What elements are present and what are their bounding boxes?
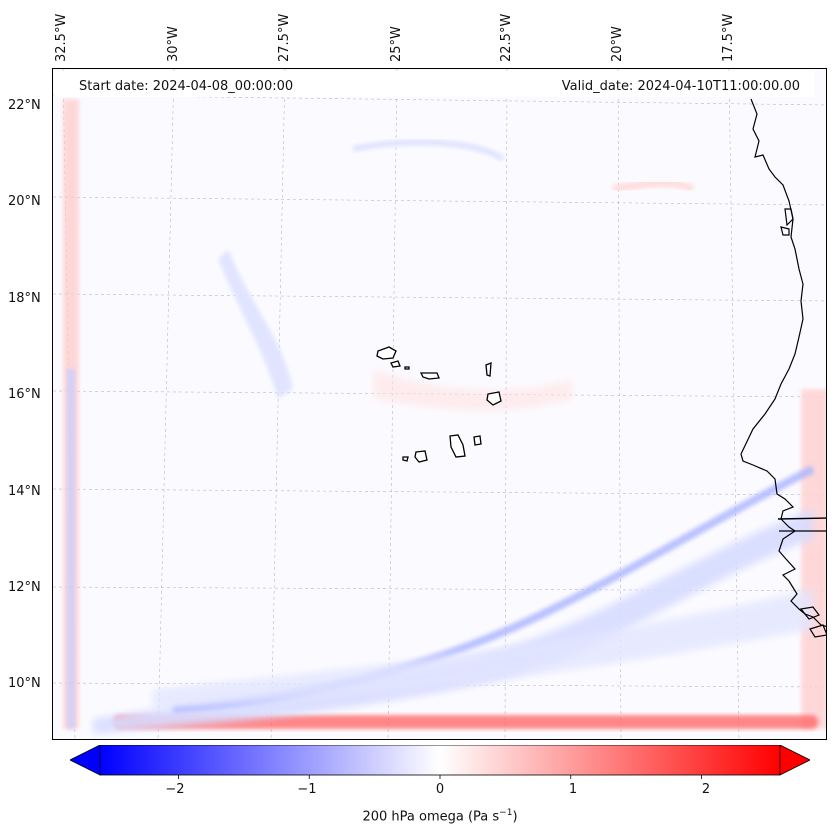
colorbar-label-sup: −1 [499, 808, 513, 818]
lat-label-18n: 18°N [8, 291, 41, 306]
colorbar-label: 200 hPa omega (Pa s−1) [0, 808, 837, 824]
island-maio [473, 435, 482, 446]
lat-label-16n: 16°N [8, 387, 41, 402]
lon-label-30w: 30°W [166, 26, 181, 62]
colorbar-label-end: ) [512, 809, 518, 825]
island-boa-vista [486, 391, 502, 406]
colorbar-extend-high [779, 745, 810, 776]
cape-verde-islands [376, 346, 502, 463]
valid-date-label: Valid_date: 2024-04-10T11:00:00.00 [561, 79, 800, 94]
west-africa-coastline [740, 98, 826, 638]
island-fogo [414, 450, 428, 463]
colorbar-tick-neg2: −2 [165, 782, 185, 797]
map-panel: Start date: 2024-04-08_00:00:00 Valid_da… [52, 68, 827, 740]
colorbar-tick-neg1: −1 [297, 782, 317, 797]
island-sao-nicolau [419, 372, 440, 380]
lon-label-17-5w: 17.5°W [721, 13, 736, 62]
colorbar-gradient [99, 745, 781, 776]
lat-label-12n: 12°N [8, 580, 41, 595]
island-santiago [449, 434, 466, 458]
date-banner [54, 71, 814, 97]
lat-label-10n: 10°N [8, 676, 41, 691]
lon-label-20w: 20°W [610, 26, 625, 62]
island-santa-luzia [404, 366, 410, 370]
island-sal [485, 362, 492, 377]
lon-label-22-5w: 22.5°W [499, 13, 514, 62]
omega-shading [63, 99, 826, 734]
island-sao-vicente [390, 360, 401, 368]
colorbar-tick-1: 1 [568, 782, 578, 797]
island-santo-antao [376, 346, 397, 360]
colorbar [70, 745, 810, 779]
lon-label-25w: 25°W [389, 26, 404, 62]
colorbar-extend-low [70, 745, 101, 776]
colorbar-label-main: 200 hPa omega (Pa s [362, 809, 500, 825]
lon-label-27-5w: 27.5°W [277, 13, 292, 62]
lat-label-20n: 20°N [8, 194, 41, 209]
omega-field-map [53, 69, 826, 739]
lon-label-32-5w: 32.5°W [54, 13, 69, 62]
island-brava [402, 456, 409, 462]
start-date-label: Start date: 2024-04-08_00:00:00 [79, 79, 294, 94]
lat-label-14n: 14°N [8, 484, 41, 499]
colorbar-tick-2: 2 [701, 782, 711, 797]
lat-label-22n: 22°N [8, 98, 41, 113]
colorbar-tick-0: 0 [435, 782, 445, 797]
